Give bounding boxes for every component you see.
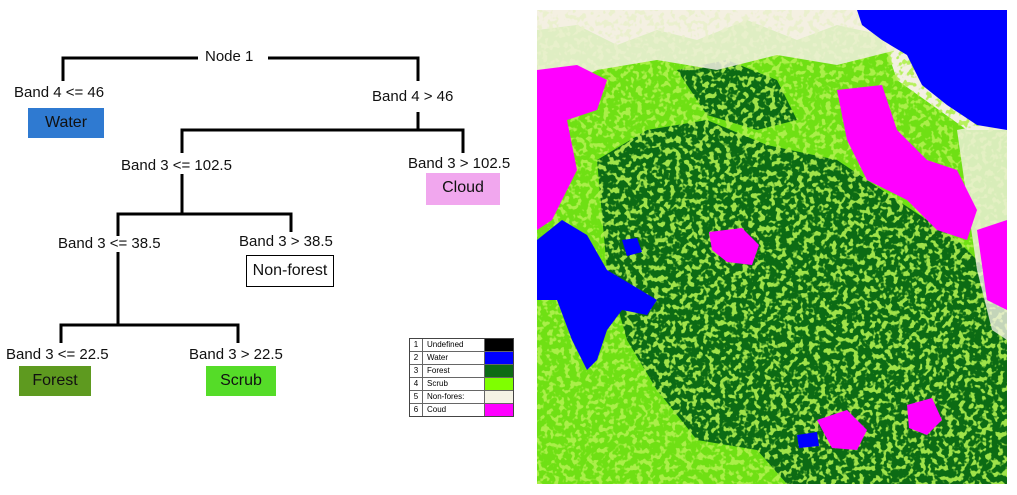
band4-gt-label: Band 4 > 46 [372, 88, 454, 105]
tree-line-band3-split [116, 212, 293, 236]
band3-gt-102-label: Band 3 > 102.5 [408, 155, 511, 172]
legend-row: 2 Water [410, 352, 513, 365]
tree-line-root-left [61, 56, 198, 81]
tree-line-band3b-split [59, 323, 240, 343]
classification-legend: 1 Undefined 2 Water 3 Forest 4 Scrub 5 Non-fores:… [409, 338, 514, 417]
classified-land-cover-map [537, 10, 1007, 484]
legend-number: 5 [410, 391, 423, 403]
root-node-label: Node 1 [205, 48, 254, 65]
nonforest-class-box: Non-forest [246, 255, 334, 287]
legend-class-name: Undefined [423, 339, 485, 351]
legend-number: 6 [410, 404, 423, 416]
map-cloud-east [977, 220, 1007, 310]
legend-color-swatch [485, 391, 513, 403]
legend-row: 4 Scrub [410, 378, 513, 391]
legend-color-swatch [485, 352, 513, 364]
band4-le-label: Band 4 <= 46 [14, 84, 105, 101]
legend-number: 3 [410, 365, 423, 377]
legend-number: 2 [410, 352, 423, 364]
legend-number: 1 [410, 339, 423, 351]
legend-row: 1 Undefined [410, 339, 513, 352]
decision-tree-lines [59, 56, 465, 343]
band3-le-102-label: Band 3 <= 102.5 [121, 157, 232, 174]
map-water-sea [857, 10, 1007, 130]
band3-le-38-label: Band 3 <= 38.5 [58, 235, 161, 252]
legend-class-name: Water [423, 352, 485, 364]
map-water-pond-south [797, 432, 819, 448]
band3-le-22-label: Band 3 <= 22.5 [6, 346, 109, 363]
map-cloud-northwest [537, 65, 607, 230]
map-cloud-south [817, 410, 867, 450]
legend-class-name: Forest [423, 365, 485, 377]
legend-color-swatch [485, 404, 513, 416]
map-cloud-center [709, 228, 759, 265]
legend-color-swatch [485, 339, 513, 351]
water-class-box: Water [28, 108, 104, 138]
scrub-class-box: Scrub [206, 366, 276, 396]
cloud-class-box: Cloud [426, 173, 500, 205]
legend-number: 4 [410, 378, 423, 390]
legend-row: 5 Non-fores: [410, 391, 513, 404]
legend-class-name: Non-fores: [423, 391, 485, 403]
legend-color-swatch [485, 378, 513, 390]
map-cloud-northeast [837, 85, 977, 240]
legend-row: 6 Coud [410, 404, 513, 416]
tree-line-band4-split [180, 128, 465, 153]
tree-line-root-right [268, 56, 420, 81]
legend-color-swatch [485, 365, 513, 377]
legend-class-name: Scrub [423, 378, 485, 390]
map-cloud-southeast [907, 398, 942, 435]
band3-gt-38-label: Band 3 > 38.5 [239, 233, 333, 250]
band3-gt-22-label: Band 3 > 22.5 [189, 346, 283, 363]
map-water-pond-north [622, 238, 642, 256]
forest-class-box: Forest [19, 366, 91, 396]
legend-row: 3 Forest [410, 365, 513, 378]
legend-class-name: Coud [423, 404, 485, 416]
map-water-lake [537, 220, 657, 370]
